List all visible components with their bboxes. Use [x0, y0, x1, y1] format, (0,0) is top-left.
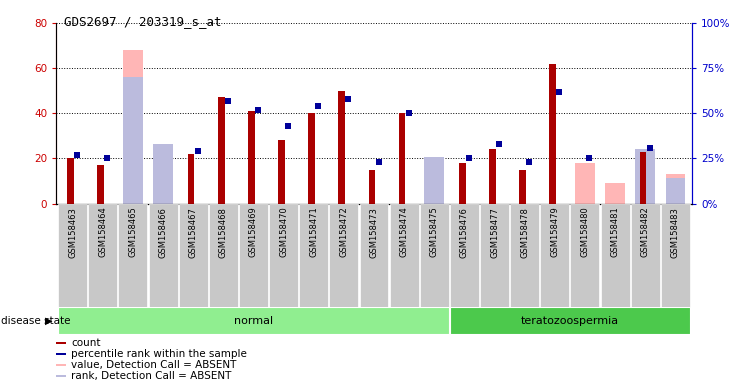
Bar [549, 64, 556, 204]
Bar [666, 174, 685, 204]
Bar [424, 161, 444, 204]
Bar [450, 307, 690, 334]
Bar [149, 204, 177, 307]
Bar [369, 170, 375, 204]
Text: GSM158464: GSM158464 [98, 207, 107, 257]
Text: GSM158476: GSM158476 [460, 207, 469, 258]
Bar [459, 163, 465, 204]
Bar [56, 353, 66, 355]
Text: GSM158470: GSM158470 [279, 207, 288, 257]
Bar [631, 204, 660, 307]
Text: GSM158475: GSM158475 [430, 207, 439, 257]
Text: GSM158477: GSM158477 [490, 207, 499, 258]
Bar [118, 204, 147, 307]
Bar [360, 204, 388, 307]
Bar [424, 157, 444, 204]
Bar [666, 178, 685, 204]
Text: GSM158468: GSM158468 [219, 207, 228, 258]
Text: count: count [71, 338, 101, 348]
Bar [329, 204, 358, 307]
Bar [571, 204, 599, 307]
Bar [123, 50, 143, 204]
Bar [510, 204, 539, 307]
Text: percentile rank within the sample: percentile rank within the sample [71, 349, 248, 359]
Bar [661, 204, 690, 307]
Bar [489, 149, 496, 204]
Bar [218, 98, 224, 204]
Text: GSM158469: GSM158469 [249, 207, 258, 257]
Bar [338, 91, 345, 204]
Text: ▶: ▶ [45, 316, 52, 326]
Bar [88, 204, 117, 307]
Bar [601, 204, 630, 307]
Text: GSM158480: GSM158480 [580, 207, 589, 257]
Bar [480, 204, 509, 307]
Bar [248, 111, 254, 204]
Text: GSM158471: GSM158471 [309, 207, 318, 257]
Bar [58, 307, 449, 334]
Text: GSM158473: GSM158473 [370, 207, 378, 258]
Text: GSM158474: GSM158474 [399, 207, 408, 257]
Bar [519, 170, 526, 204]
Bar [269, 204, 298, 307]
Bar [635, 149, 655, 204]
Bar [153, 144, 173, 204]
Text: GDS2697 / 203319_s_at: GDS2697 / 203319_s_at [64, 15, 221, 28]
Bar [209, 204, 238, 307]
Bar [56, 375, 66, 377]
Bar [58, 204, 87, 307]
Bar [399, 113, 405, 204]
Text: GSM158483: GSM158483 [671, 207, 680, 258]
Bar [97, 165, 104, 204]
Bar [640, 152, 646, 204]
Bar [575, 163, 595, 204]
Bar [67, 159, 74, 204]
Bar [540, 204, 569, 307]
Bar [390, 204, 419, 307]
Bar [153, 154, 173, 204]
Bar [56, 364, 66, 366]
Text: GSM158481: GSM158481 [610, 207, 619, 257]
Text: GSM158482: GSM158482 [641, 207, 650, 257]
Bar [278, 141, 285, 204]
Text: GSM158465: GSM158465 [129, 207, 138, 257]
Text: GSM158472: GSM158472 [340, 207, 349, 257]
Bar [450, 204, 479, 307]
Bar [239, 204, 268, 307]
Text: rank, Detection Call = ABSENT: rank, Detection Call = ABSENT [71, 371, 232, 381]
Bar [299, 204, 328, 307]
Bar [308, 113, 315, 204]
Bar [56, 342, 66, 344]
Bar [420, 204, 449, 307]
Text: GSM158479: GSM158479 [551, 207, 560, 257]
Text: value, Detection Call = ABSENT: value, Detection Call = ABSENT [71, 360, 236, 370]
Text: GSM158463: GSM158463 [68, 207, 77, 258]
Text: GSM158467: GSM158467 [188, 207, 197, 258]
Text: teratozoospermia: teratozoospermia [521, 316, 619, 326]
Bar [179, 204, 208, 307]
Text: disease state: disease state [1, 316, 70, 326]
Text: GSM158466: GSM158466 [159, 207, 168, 258]
Bar [605, 183, 625, 204]
Text: normal: normal [234, 316, 273, 326]
Text: GSM158478: GSM158478 [520, 207, 529, 258]
Bar [188, 154, 194, 204]
Bar [123, 77, 143, 204]
